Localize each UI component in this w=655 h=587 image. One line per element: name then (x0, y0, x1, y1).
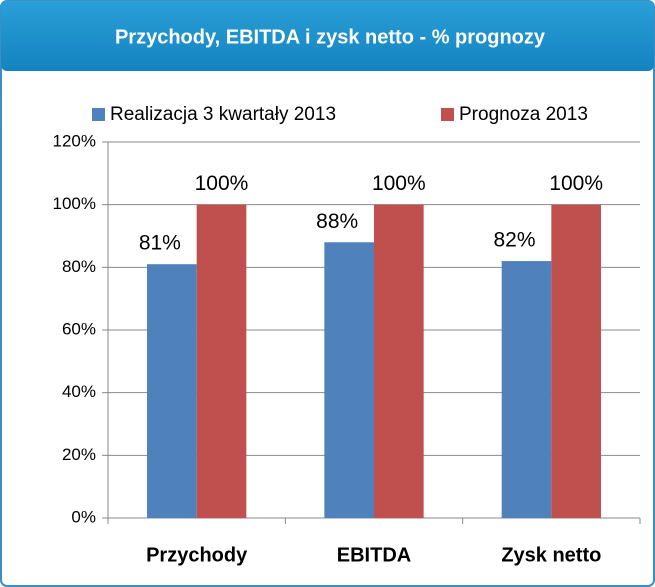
y-tick-label: 120% (53, 131, 96, 150)
data-label: 82% (493, 229, 535, 252)
data-label: 100% (195, 172, 249, 195)
x-tick-label: Zysk netto (501, 544, 601, 566)
chart-title: Przychody, EBITDA i zysk netto - % progn… (115, 26, 546, 48)
legend-label: Prognoza 2013 (459, 104, 588, 125)
legend-swatch (441, 108, 454, 121)
bar (374, 204, 424, 518)
data-label: 100% (549, 172, 603, 195)
y-tick-label: 40% (62, 382, 96, 401)
bar (551, 204, 601, 518)
bar (196, 204, 247, 518)
bar (147, 264, 197, 518)
x-tick-label: Przychody (146, 544, 248, 566)
y-tick-label: 100% (53, 194, 96, 213)
x-tick-label: EBITDA (337, 544, 411, 566)
data-label: 88% (316, 210, 358, 233)
y-tick-label: 20% (62, 445, 96, 464)
data-label: 81% (139, 232, 181, 255)
panel-header (1, 1, 654, 71)
legend-swatch (92, 108, 105, 121)
bar (324, 242, 374, 518)
y-tick-label: 0% (71, 507, 96, 526)
data-label: 100% (372, 172, 426, 195)
bar (501, 261, 552, 518)
legend-label: Realizacja 3 kwartały 2013 (110, 104, 336, 125)
y-tick-label: 60% (62, 319, 96, 338)
y-tick-label: 80% (62, 257, 96, 276)
